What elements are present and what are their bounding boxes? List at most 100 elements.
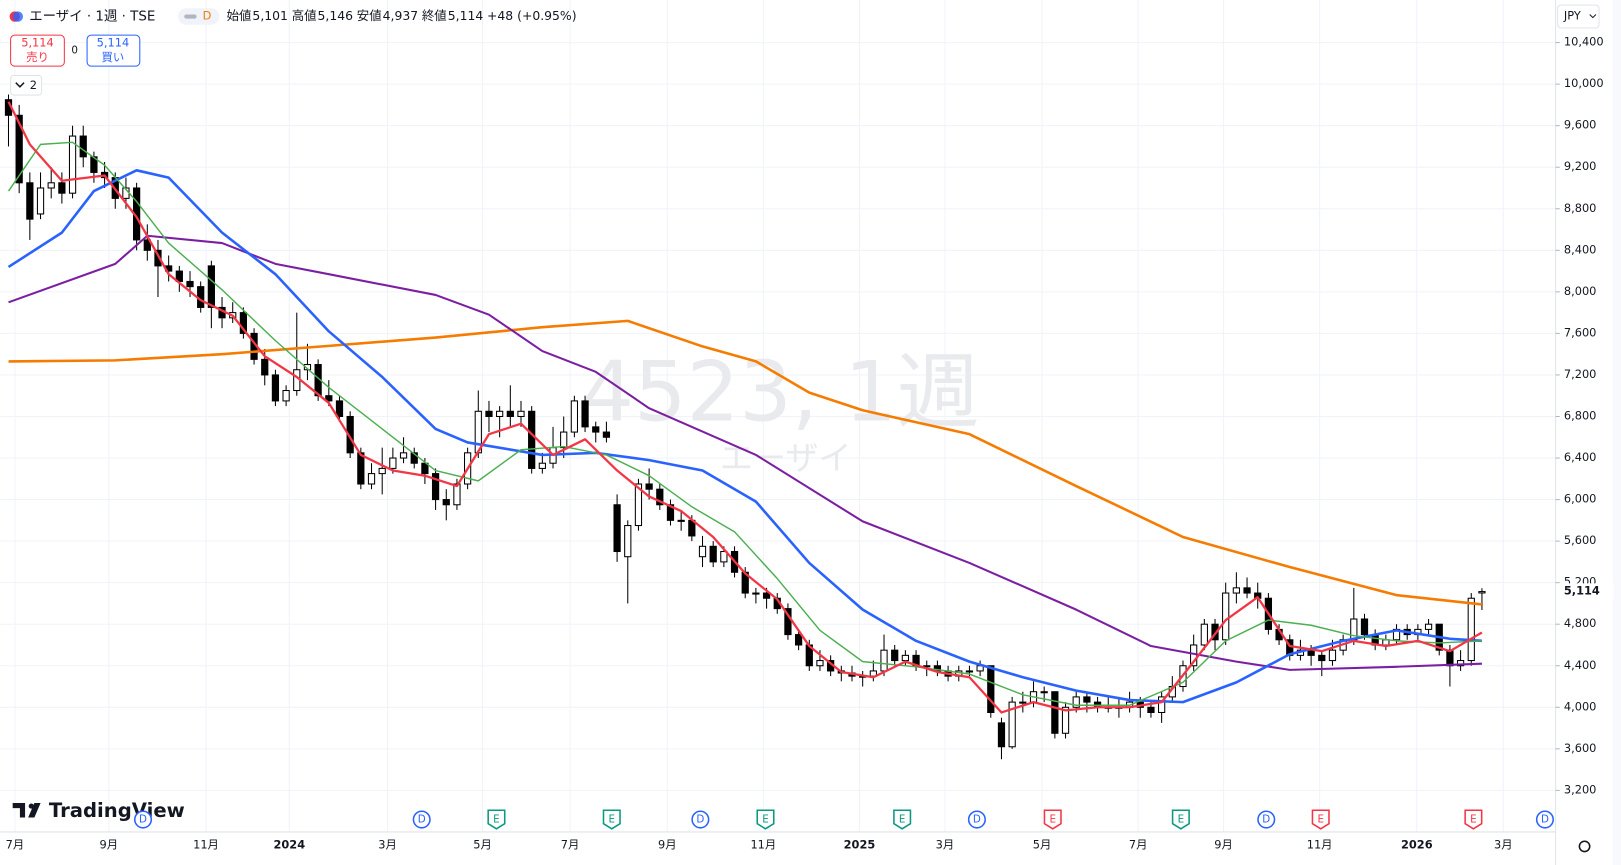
event-marker[interactable]: E: [1171, 809, 1190, 830]
x-tick-label: 11月: [750, 837, 776, 851]
symbol-title[interactable]: エーザイ · 1週 · TSE: [29, 9, 155, 25]
candle-body: [1467, 597, 1475, 662]
candle-body: [1360, 618, 1369, 636]
sell-button[interactable]: [10, 34, 65, 67]
event-icon: [1171, 809, 1190, 830]
candle-body: [592, 426, 600, 433]
y-tick-label: 9,600: [1564, 118, 1597, 132]
candle-body: [677, 519, 685, 522]
event-icon: [1464, 809, 1483, 830]
y-tick-label: 7,200: [1564, 367, 1597, 381]
symbol-icon: [12, 11, 24, 22]
badge-bg: [178, 8, 220, 25]
event-label: E: [493, 814, 500, 826]
event-marker[interactable]: E: [602, 809, 621, 830]
candle-body: [1158, 696, 1166, 714]
event-icon: [1257, 810, 1276, 829]
x-tick-label: 2025: [844, 837, 876, 851]
y-tick-label: 3,600: [1564, 741, 1597, 755]
candle-body: [282, 390, 290, 402]
candle-body: [15, 114, 23, 184]
currency-button[interactable]: [1557, 4, 1600, 29]
event-icon: [893, 809, 912, 830]
candle-body: [624, 525, 632, 558]
x-tick-label: 7月: [6, 837, 25, 851]
candle-body: [762, 592, 771, 599]
candle-body: [58, 182, 66, 194]
candle-body: [1232, 587, 1240, 594]
y-tick-label: 8,400: [1564, 242, 1597, 256]
candle-body: [1040, 691, 1048, 694]
y-tick-label: 8,800: [1564, 201, 1597, 215]
event-marker[interactable]: D: [412, 810, 431, 829]
currency: JPY: [1563, 9, 1581, 23]
sell-label: 売り: [26, 50, 49, 64]
event-marker[interactable]: D: [1535, 810, 1554, 829]
candle-body: [570, 400, 579, 433]
candle-body: [965, 670, 974, 673]
event-icon: [967, 810, 986, 829]
event-marker[interactable]: E: [756, 809, 775, 830]
candle-body: [602, 431, 611, 438]
moving-average-line: [7, 101, 1483, 714]
indicators-count: 2: [30, 78, 37, 92]
event-marker[interactable]: E: [893, 809, 912, 830]
open-value: 5,101: [252, 8, 287, 23]
candle-body: [399, 452, 408, 459]
candle-body: [485, 410, 493, 418]
event-icon: [1311, 809, 1330, 830]
event-marker[interactable]: E: [1464, 809, 1483, 830]
event-marker[interactable]: D: [133, 810, 153, 829]
candle-body: [923, 665, 931, 668]
open-label: 始値: [227, 8, 252, 23]
event-label: D: [139, 814, 147, 826]
event-label: D: [418, 814, 426, 826]
y-tick-label: 6,000: [1564, 492, 1597, 506]
event-label: E: [1049, 814, 1056, 826]
candle-body: [517, 410, 525, 418]
candle-body: [560, 431, 568, 449]
event-marker[interactable]: D: [967, 810, 986, 829]
event-marker[interactable]: E: [1311, 809, 1330, 830]
candle-body: [538, 462, 546, 469]
candle-body: [1200, 623, 1208, 646]
close-label: 終値: [422, 8, 447, 23]
y-tick-label: 10,400: [1564, 35, 1604, 49]
spread: 0: [71, 45, 78, 57]
buy-button[interactable]: [86, 34, 141, 67]
x-tick-label: 5月: [1033, 837, 1052, 851]
chevron-icon: [15, 82, 25, 88]
event-marker[interactable]: D: [691, 810, 710, 829]
candle-body: [645, 483, 653, 490]
event-marker[interactable]: E: [1043, 809, 1062, 830]
candle-body: [68, 135, 77, 194]
plot-area: [4, 94, 1486, 760]
x-tick-label: 7月: [1129, 837, 1148, 851]
event-marker[interactable]: E: [487, 809, 506, 830]
event-icon: [602, 809, 621, 830]
candle-body: [36, 187, 45, 215]
candle-body: [1456, 660, 1465, 667]
candle-body: [987, 665, 995, 714]
chevron-icon: [1589, 14, 1597, 19]
y-tick-label: 10,000: [1564, 76, 1604, 90]
candle-body: [1008, 701, 1016, 748]
logo-text: TradingView: [49, 799, 185, 822]
x-tick-label: 9月: [658, 837, 677, 851]
x-tick-label: 11月: [1307, 837, 1333, 851]
candle-body: [47, 182, 55, 189]
y-tick-label: 4,400: [1564, 658, 1597, 672]
settings-icon[interactable]: [1578, 840, 1591, 853]
event-marker[interactable]: D: [1257, 810, 1276, 829]
candle-body: [613, 504, 621, 553]
candle-body: [207, 265, 215, 308]
x-tick-label: 2024: [273, 837, 305, 851]
event-label: D: [1262, 814, 1270, 826]
candle-body: [1328, 649, 1337, 662]
indicators-toggle[interactable]: [10, 74, 43, 96]
y-tick-label: 6,400: [1564, 450, 1597, 464]
event-icon: [487, 809, 506, 830]
event-icon: [412, 810, 431, 829]
candle-body: [666, 504, 675, 521]
